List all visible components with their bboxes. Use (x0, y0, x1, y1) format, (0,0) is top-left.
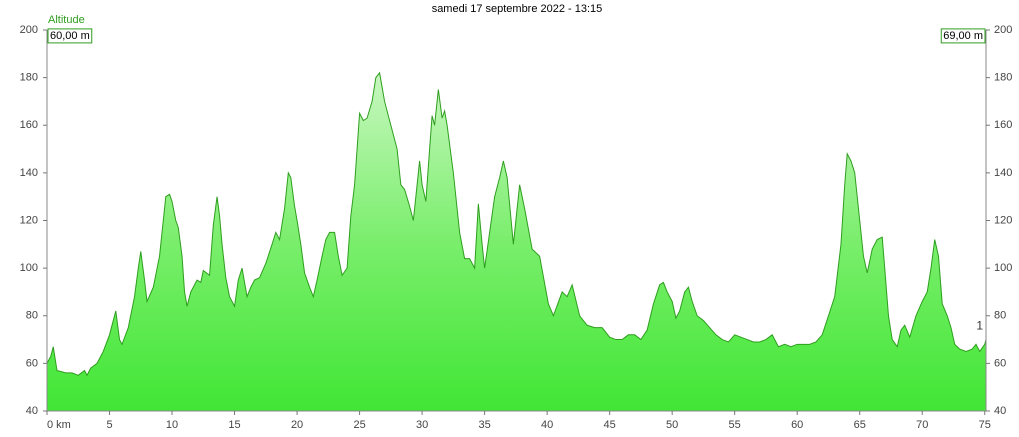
y-tick-label: 40 (26, 405, 38, 417)
x-tick-label: 30 (416, 419, 428, 431)
x-tick-label: 60 (791, 419, 803, 431)
x-tick-label: 40 (541, 419, 553, 431)
y-tick-label: 180 (20, 72, 38, 84)
y-tick-label: 60 (26, 357, 38, 369)
y2-tick-label: 180 (994, 72, 1012, 84)
y-tick-label: 200 (20, 24, 38, 36)
point-marker: 1 (976, 319, 983, 333)
end-altitude: 69,00 m (943, 30, 983, 42)
y-tick-label: 160 (20, 119, 38, 131)
x-tick-label: 15 (228, 419, 240, 431)
y2-tick-label: 60 (994, 357, 1006, 369)
x-tick-label: 35 (478, 419, 490, 431)
y-tick-label: 100 (20, 262, 38, 274)
y-axis-label: Altitude (48, 14, 85, 26)
chart-title: samedi 17 septembre 2022 - 13:15 (432, 3, 603, 15)
y2-tick-label: 100 (994, 262, 1012, 274)
x-tick-label: 65 (854, 419, 866, 431)
x-tick-label: 0 km (47, 419, 71, 431)
y2-tick-label: 160 (994, 119, 1012, 131)
elevation-area (47, 72, 986, 412)
x-tick-label: 55 (729, 419, 741, 431)
elevation-line (46, 71, 987, 377)
x-tick-label: 25 (353, 419, 365, 431)
x-tick-label: 5 (106, 419, 112, 431)
x-tick-label: 70 (916, 419, 928, 431)
y-tick-label: 80 (26, 310, 38, 322)
y2-tick-label: 80 (994, 310, 1006, 322)
y2-tick-label: 120 (994, 214, 1012, 226)
y-tick-label: 120 (20, 214, 38, 226)
x-tick-label: 75 (979, 419, 991, 431)
end-altitude-box (940, 28, 986, 44)
y-tick-label: 140 (20, 167, 38, 179)
x-tick-label: 10 (166, 419, 178, 431)
y2-tick-label: 140 (994, 167, 1012, 179)
y2-tick-label: 40 (994, 405, 1006, 417)
x-tick-label: 45 (604, 419, 616, 431)
start-altitude: 60,00 m (50, 30, 90, 42)
y2-tick-label: 200 (994, 24, 1012, 36)
x-tick-label: 20 (291, 419, 303, 431)
start-altitude-box (47, 28, 93, 44)
x-tick-label: 50 (666, 419, 678, 431)
